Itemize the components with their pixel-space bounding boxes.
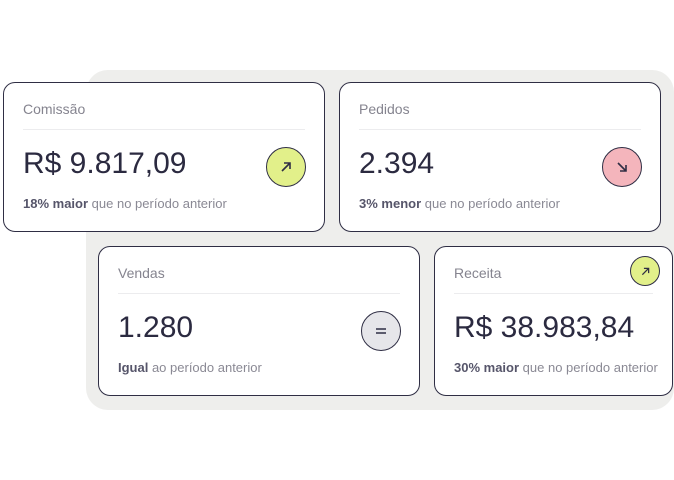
trend-badge	[602, 147, 642, 187]
card-receita: Receita R$ 38.983,84 30% maior que no pe…	[434, 246, 673, 396]
arrow-down-right-icon	[617, 162, 627, 172]
card-value: 2.394	[359, 147, 435, 180]
arrow-up-right-icon	[641, 267, 649, 275]
card-value: R$ 9.817,09	[23, 147, 187, 180]
equals-icon	[376, 328, 386, 334]
card-note: 18% maior que no período anterior	[23, 196, 227, 211]
trend-badge	[361, 311, 401, 351]
arrow-up-right-icon	[281, 162, 291, 172]
card-note: 3% menor que no período anterior	[359, 196, 560, 211]
trend-badge	[630, 256, 660, 286]
card-comissao: Comissão R$ 9.817,09 18% maior que no pe…	[3, 82, 325, 232]
trend-badge	[266, 147, 306, 187]
divider	[23, 129, 305, 130]
card-pedidos: Pedidos 2.394 3% menor que no período an…	[339, 82, 661, 232]
card-label: Comissão	[23, 101, 86, 117]
divider	[118, 293, 400, 294]
card-note: 30% maior que no período anterior	[454, 360, 658, 375]
card-vendas: Vendas 1.280 Igual ao período anterior	[98, 246, 420, 396]
divider	[454, 293, 653, 294]
card-note: Igual ao período anterior	[118, 360, 262, 375]
divider	[359, 129, 641, 130]
card-value: R$ 38.983,84	[454, 311, 635, 344]
card-label: Pedidos	[359, 101, 410, 117]
card-value: 1.280	[118, 311, 194, 344]
card-label: Vendas	[118, 265, 165, 281]
card-label: Receita	[454, 265, 502, 281]
